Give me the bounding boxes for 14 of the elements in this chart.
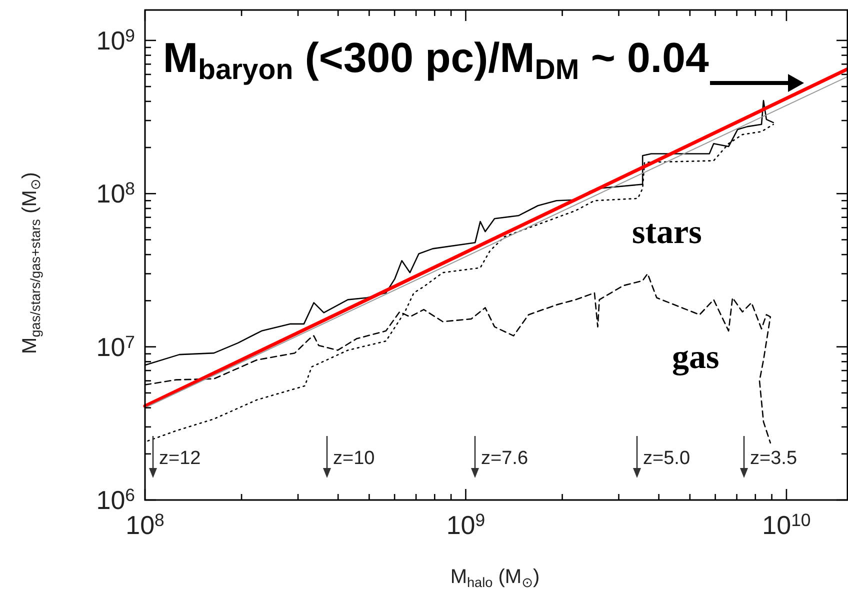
annotation: z=10 (333, 448, 375, 469)
x-axis-title: M$_{halo}$ (M$_{⊙}$) (450, 566, 540, 590)
x-tick-label: 10$^{9}$ (446, 510, 486, 540)
x-tick-label: 10$^{10}$ (762, 510, 811, 540)
y-tick-label: 10$^{8}$ (96, 178, 136, 209)
annotation: z=3.5 (750, 448, 798, 469)
annotation: z=12 (159, 448, 201, 469)
y-tick-label: 10$^{9}$ (96, 25, 135, 56)
series-label: gas (672, 339, 720, 376)
annotation: z=7.6 (481, 448, 528, 469)
y-tick-label: 10$^{7}$ (96, 332, 135, 362)
annotation: M$_{baryon}$ (<300 pc)/M$_{DM}$ ~ 0.04 (163, 34, 710, 86)
series-label: stars (632, 214, 702, 251)
annotation: z=5.0 (643, 448, 690, 469)
